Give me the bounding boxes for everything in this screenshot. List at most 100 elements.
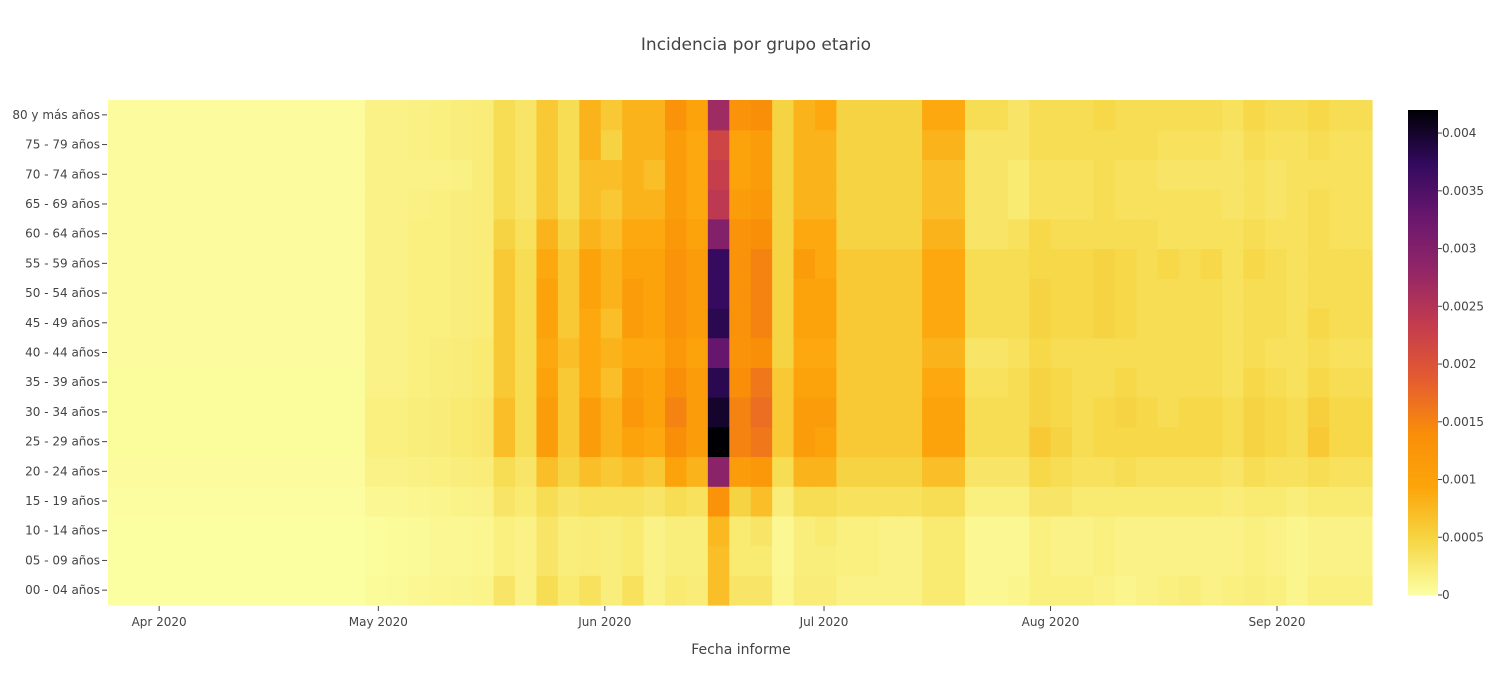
heatmap-cell <box>450 575 473 606</box>
heatmap-cell <box>600 575 623 606</box>
heatmap-cell <box>236 307 259 339</box>
heatmap-cell <box>943 307 966 339</box>
heatmap-cell <box>108 397 131 428</box>
heatmap-cell <box>450 218 473 250</box>
heatmap-cell <box>215 307 238 339</box>
heatmap-cell <box>1050 337 1073 368</box>
heatmap-cell <box>814 218 837 250</box>
heatmap-cell <box>643 515 666 547</box>
y-tick-label: 45 - 49 años <box>25 316 100 330</box>
heatmap-cell <box>579 248 602 279</box>
heatmap-cell <box>1007 575 1030 606</box>
heatmap-cell <box>1286 515 1309 547</box>
heatmap-cell <box>386 159 409 190</box>
heatmap-cell <box>193 426 216 458</box>
heatmap-cell <box>622 278 645 309</box>
colorbar-tick-label: 0.0015 <box>1442 415 1484 429</box>
heatmap-cell <box>450 337 473 368</box>
heatmap-cell <box>215 218 238 250</box>
heatmap-cell <box>793 397 816 428</box>
heatmap-cell <box>814 575 837 606</box>
heatmap-cell <box>215 456 238 487</box>
y-tick-label: 05 - 09 años <box>25 553 100 567</box>
heatmap-cell <box>472 575 495 606</box>
heatmap-cell <box>150 129 173 161</box>
heatmap-cell <box>986 397 1009 428</box>
heatmap-cell <box>1157 456 1180 487</box>
heatmap-cell <box>279 337 302 368</box>
heatmap-cell <box>429 100 452 131</box>
colorbar-tick-label: 0 <box>1442 588 1450 602</box>
heatmap-cell <box>108 515 131 547</box>
heatmap-cell <box>1136 129 1159 161</box>
heatmap-cell <box>407 337 430 368</box>
heatmap-cell <box>600 189 623 220</box>
heatmap-cell <box>407 100 430 131</box>
heatmap-cell <box>493 218 516 250</box>
heatmap-cell <box>922 486 945 517</box>
heatmap-cell <box>108 278 131 309</box>
heatmap-cell <box>150 337 173 368</box>
heatmap-cell <box>407 367 430 398</box>
heatmap-cell <box>900 100 923 131</box>
heatmap-cell <box>600 456 623 487</box>
heatmap-cell <box>1072 218 1095 250</box>
heatmap-cell <box>386 218 409 250</box>
heatmap-cell <box>257 337 280 368</box>
heatmap-cell <box>172 159 195 190</box>
heatmap-cell <box>986 456 1009 487</box>
heatmap-cell <box>793 486 816 517</box>
heatmap-cell <box>1307 278 1330 309</box>
heatmap-cell <box>600 159 623 190</box>
heatmap-cell <box>300 486 323 517</box>
heatmap-cell <box>472 456 495 487</box>
heatmap-cell <box>922 575 945 606</box>
heatmap-cell <box>922 189 945 220</box>
heatmap-cell <box>129 100 152 131</box>
heatmap-cell <box>1243 397 1266 428</box>
heatmap-cell <box>579 397 602 428</box>
heatmap-cell <box>407 575 430 606</box>
heatmap-cell <box>322 159 345 190</box>
heatmap-cell <box>814 426 837 458</box>
heatmap-cell <box>343 307 366 339</box>
heatmap-cell <box>643 248 666 279</box>
heatmap-cell <box>665 426 688 458</box>
heatmap-cell <box>922 248 945 279</box>
heatmap-cell <box>450 515 473 547</box>
heatmap-cell <box>707 397 730 428</box>
heatmap-cell <box>1350 575 1373 606</box>
heatmap-cell <box>707 545 730 576</box>
heatmap-cell <box>665 129 688 161</box>
heatmap-cell <box>279 189 302 220</box>
heatmap-cell <box>300 307 323 339</box>
heatmap-cell <box>450 367 473 398</box>
heatmap-cell <box>1157 545 1180 576</box>
heatmap-cell <box>879 100 902 131</box>
heatmap-cell <box>1329 129 1352 161</box>
heatmap-cell <box>1307 337 1330 368</box>
heatmap-cell <box>108 129 131 161</box>
heatmap-cell <box>1286 486 1309 517</box>
heatmap-cell <box>150 545 173 576</box>
heatmap-cell <box>836 397 859 428</box>
heatmap-cell <box>429 426 452 458</box>
heatmap-cell <box>1050 189 1073 220</box>
heatmap-cell <box>1007 278 1030 309</box>
heatmap-cell <box>836 189 859 220</box>
heatmap-cell <box>322 575 345 606</box>
heatmap-cell <box>386 278 409 309</box>
heatmap-cell <box>579 159 602 190</box>
heatmap-cell <box>1329 218 1352 250</box>
heatmap-cell <box>407 456 430 487</box>
heatmap-cell <box>257 486 280 517</box>
heatmap-cell <box>536 397 559 428</box>
heatmap-cell <box>793 129 816 161</box>
heatmap-cell <box>1200 426 1223 458</box>
heatmap-cell <box>343 248 366 279</box>
heatmap-cell <box>1286 397 1309 428</box>
heatmap-cell <box>686 515 709 547</box>
heatmap-cell <box>557 575 580 606</box>
heatmap-cell <box>257 575 280 606</box>
heatmap-cell <box>1029 545 1052 576</box>
